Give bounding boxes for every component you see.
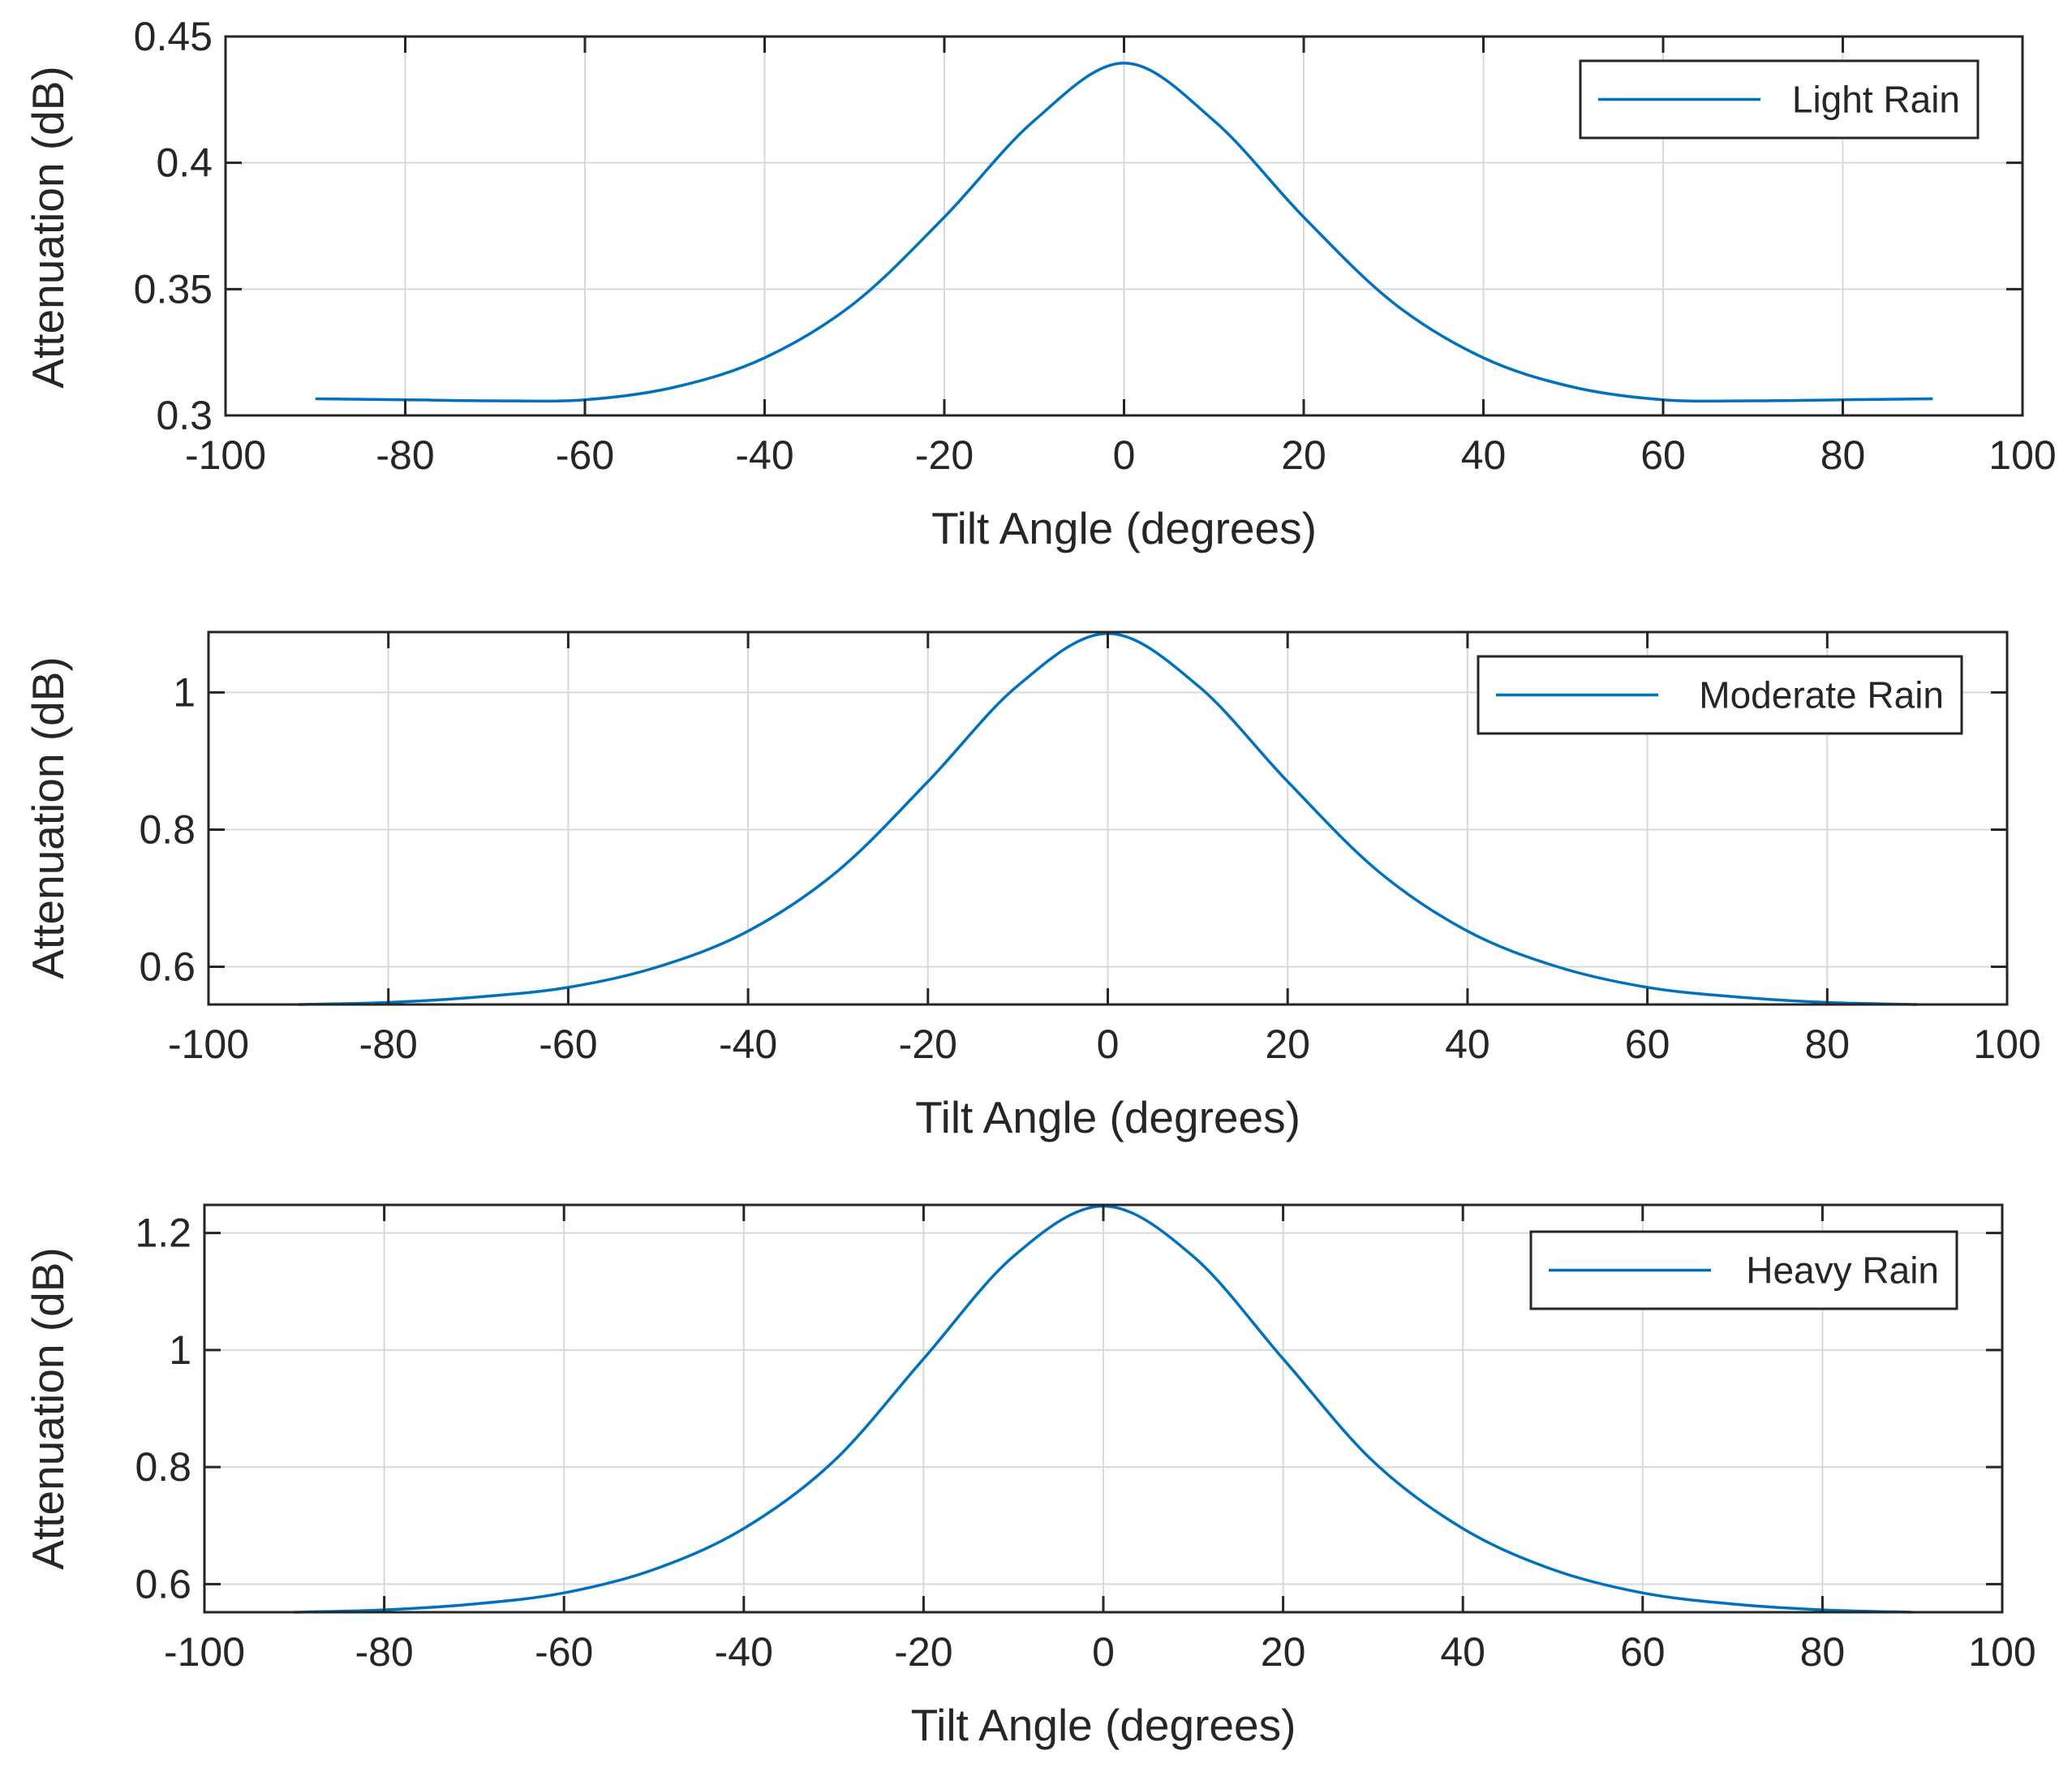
x-tick-label: -80 (359, 1022, 418, 1067)
x-tick-label: -60 (556, 432, 614, 478)
y-tick-label: 1 (169, 1327, 191, 1373)
x-tick-label: 100 (1988, 432, 2056, 478)
x-tick-label: 80 (1804, 1022, 1850, 1067)
x-tick-label: 80 (1821, 432, 1866, 478)
x-tick-label: -60 (535, 1629, 593, 1675)
x-tick-label: -100 (185, 432, 266, 478)
legend-label: Light Rain (1792, 79, 1960, 121)
x-tick-label: 40 (1461, 432, 1507, 478)
x-tick-label: -100 (168, 1022, 249, 1067)
x-tick-label: 20 (1281, 432, 1326, 478)
x-tick-label: 20 (1261, 1629, 1306, 1675)
y-tick-label: 0.8 (135, 1444, 191, 1490)
x-tick-label: -40 (715, 1629, 773, 1675)
legend: Heavy Rain (1529, 1230, 1958, 1310)
x-tick-label: 100 (1973, 1022, 2040, 1067)
x-tick-label: -80 (355, 1629, 413, 1675)
y-tick-label: 0.6 (135, 1561, 191, 1607)
x-tick-label: 0 (1092, 1629, 1115, 1675)
y-tick-label: 0.8 (139, 807, 196, 852)
x-tick-label: 60 (1620, 1629, 1666, 1675)
x-tick-label: 0 (1113, 432, 1136, 478)
x-axis-title: Tilt Angle (degrees) (915, 1092, 1300, 1142)
x-tick-label: -40 (735, 432, 793, 478)
x-tick-label: -80 (376, 432, 434, 478)
legend-label: Heavy Rain (1746, 1250, 1939, 1292)
x-tick-label: 40 (1440, 1629, 1485, 1675)
y-axis-title: Attenuation (dB) (23, 1247, 73, 1569)
legend: Light Rain (1579, 59, 1980, 140)
x-tick-label: -20 (899, 1022, 957, 1067)
x-axis-title: Tilt Angle (degrees) (911, 1700, 1296, 1750)
y-tick-label: 0.4 (156, 140, 213, 186)
y-tick-label: 0.3 (156, 393, 213, 438)
x-tick-label: 100 (1968, 1629, 2035, 1675)
y-axis-title: Attenuation (dB) (23, 656, 73, 979)
chart-panel-3: -100 -80 -60 -40 -20 0 20 40 60 80 100 0.6 0.8 1 1.2 Ti… (23, 1203, 2036, 1750)
x-tick-label: 40 (1445, 1022, 1490, 1067)
series-line-light-rain (315, 61, 1933, 403)
x-tick-label: -60 (539, 1022, 597, 1067)
legend-label: Moderate Rain (1699, 674, 1944, 716)
x-tick-label: 60 (1640, 432, 1686, 478)
y-tick-label: 1 (173, 669, 196, 715)
x-tick-label: 20 (1265, 1022, 1310, 1067)
x-tick-label: -20 (894, 1629, 952, 1675)
x-tick-label: 0 (1097, 1022, 1120, 1067)
legend: Moderate Rain (1477, 655, 1963, 735)
chart-panel-2: -100 -80 -60 -40 -20 0 20 40 60 80 100 0.6 0.8 1 Tilt … (23, 630, 2041, 1142)
y-tick-label: 0.6 (139, 944, 196, 990)
x-tick-label: -20 (915, 432, 974, 478)
chart-panel-1: -100 -80 -60 -40 -20 0 20 40 60 80 100 0.3 0.35 0.4 0.… (23, 14, 2057, 553)
y-tick-label: 1.2 (135, 1211, 191, 1256)
x-tick-label: -40 (719, 1022, 777, 1067)
x-tick-label: 80 (1800, 1629, 1846, 1675)
x-tick-label: -100 (164, 1629, 245, 1675)
x-axis-title: Tilt Angle (degrees) (931, 503, 1317, 553)
y-tick-label: 0.35 (134, 266, 213, 312)
x-tick-label: 60 (1625, 1022, 1670, 1067)
y-axis-title: Attenuation (dB) (23, 66, 73, 388)
y-tick-label: 0.45 (134, 14, 213, 59)
